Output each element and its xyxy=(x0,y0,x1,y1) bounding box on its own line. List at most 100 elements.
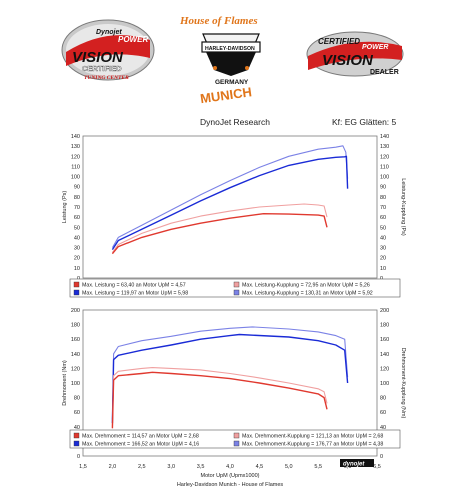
x-tick-label: 4,5 xyxy=(256,464,264,470)
power-y-tick-label-right: 130 xyxy=(380,144,389,150)
power-y-tick-label-right: 70 xyxy=(380,205,386,211)
torque-y-tick-label: 120 xyxy=(71,366,80,372)
power-y-tick-label-right: 40 xyxy=(380,235,386,241)
power-y-tick-label: 140 xyxy=(71,134,80,140)
power-legend-swatch xyxy=(73,281,80,288)
torque-legend-entry: Max. Drehmoment = 166,52 an Motor UpM = … xyxy=(82,442,199,448)
torque-y-tick-label: 40 xyxy=(74,425,80,431)
torque-y-tick-label-right: 180 xyxy=(380,323,389,329)
power-y-tick-label: 80 xyxy=(74,195,80,201)
torque-series-line-2 xyxy=(111,367,328,427)
torque-series-line-1 xyxy=(111,333,349,424)
torque-legend-swatch xyxy=(233,440,240,447)
power-y-tick-label: 110 xyxy=(71,164,80,170)
torque-y-tick-label: 100 xyxy=(71,381,80,387)
dyno-chart: 0 0 10 10 20 20 30 30 40 40 50 50 60 60 70 70 80 80 90 90 10… xyxy=(62,134,406,488)
power-panel: 0010102020303040405050606070708080909010… xyxy=(62,134,406,298)
torque-y-tick-label: 140 xyxy=(71,352,80,358)
torque-y-tick-label: 160 xyxy=(71,337,80,343)
x-tick-label: 3,5 xyxy=(197,464,205,470)
footer-caption: Harley-Davidson Munich - House of Flames xyxy=(177,482,284,488)
power-legend-box xyxy=(69,278,401,298)
torque-legend-entry: Max. Drehmoment-Kupplung = 121,13 an Mot… xyxy=(242,434,383,440)
torque-y-tick-label-right: 140 xyxy=(380,352,389,358)
torque-y-tick-label-right: 40 xyxy=(380,425,386,431)
power-legend: Max. Leistung = 63,40 an Motor UpM = 4,5… xyxy=(69,278,401,298)
power-y-tick-label-right: 60 xyxy=(380,215,386,221)
power-y-tick-label: 30 xyxy=(74,246,80,252)
power-y-tick-label-right: 80 xyxy=(380,195,386,201)
power-legend-entry: Max. Leistung-Kupplung = 72,95 an Motor … xyxy=(242,283,370,289)
logo-left-line1: Dynojet xyxy=(96,29,122,36)
logo-right-line4: DEALER xyxy=(370,69,399,76)
power-y-tick-label: 70 xyxy=(74,205,80,211)
torque-series-line-0 xyxy=(111,326,349,420)
x-axis-label: Motor UpM (Upmx1000) xyxy=(201,473,260,479)
logo-right-line1: CERTIFIED xyxy=(318,37,360,46)
power-y-tick-label-right: 100 xyxy=(380,175,389,181)
x-tick-label: 6,5 xyxy=(373,464,381,470)
torque-panel: 0020204040606080801001001201201401401601… xyxy=(62,308,406,460)
power-plot-frame xyxy=(82,135,378,279)
power-y-tick-label-right: 140 xyxy=(380,134,389,140)
power-series-line-0 xyxy=(111,145,349,248)
torque-y-tick-label-right: 0 xyxy=(380,454,383,460)
torque-y-tick-label: 200 xyxy=(71,308,80,314)
torque-ylabel-right: Drehmoment-Kupplung (Nm) xyxy=(400,348,406,419)
dyno-label: DynoJet Research xyxy=(200,117,270,127)
torque-y-tick-label: 60 xyxy=(74,410,80,416)
torque-y-tick-label: 0 xyxy=(77,454,80,460)
logo-left-line4: CERTIFIED xyxy=(82,64,122,73)
x-tick-label: 4,0 xyxy=(226,464,234,470)
torque-y-tick-label-right: 100 xyxy=(380,381,389,387)
power-legend-swatch xyxy=(233,281,240,288)
dynojet-stamp-icon: dynojet xyxy=(340,459,374,468)
power-series-line-2 xyxy=(111,203,328,253)
x-tick-label: 2,0 xyxy=(109,464,117,470)
power-legend-swatch xyxy=(233,289,240,296)
power-series-line-3 xyxy=(111,212,328,255)
power-legend-entry: Max. Leistung = 63,40 an Motor UpM = 4,5… xyxy=(82,283,186,289)
power-y-tick-label: 40 xyxy=(74,235,80,241)
stamp-text: dynojet xyxy=(343,462,365,468)
torque-y-tick-label-right: 80 xyxy=(380,396,386,402)
torque-legend-box xyxy=(69,429,401,449)
torque-y-tick-label: 80 xyxy=(74,396,80,402)
power-y-tick-label: 20 xyxy=(74,256,80,262)
x-tick-label: 1,5 xyxy=(79,464,87,470)
filter-label: Kf: EG Glätten: 5 xyxy=(332,117,397,127)
power-ylabel-right: Leistung-Kupplung (Ps) xyxy=(400,178,406,236)
power-y-tick-label-right: 110 xyxy=(380,164,389,170)
star-icon xyxy=(245,66,249,70)
torque-y-tick-label-right: 200 xyxy=(380,308,389,314)
power-y-tick-label: 60 xyxy=(74,215,80,221)
logo-right-line3: VISION xyxy=(322,52,374,69)
power-y-tick-label: 90 xyxy=(74,185,80,191)
power-y-tick-label: 100 xyxy=(71,175,80,181)
torque-legend-swatch xyxy=(73,432,80,439)
power-y-tick-label: 120 xyxy=(71,154,80,160)
torque-legend-entry: Max. Drehmoment = 114,57 an Motor UpM = … xyxy=(82,434,199,440)
logo-left-line5: TUNING CENTER xyxy=(84,75,129,81)
power-y-tick-label: 130 xyxy=(71,144,80,150)
torque-y-tick-label: 180 xyxy=(71,323,80,329)
x-tick-label: 3,0 xyxy=(167,464,175,470)
x-tick-label: 5,5 xyxy=(314,464,322,470)
power-series-line-1 xyxy=(111,155,349,250)
torque-legend: Max. Drehmoment = 114,57 an Motor UpM = … xyxy=(69,429,401,449)
power-ylabel-left: Leistung (Ps) xyxy=(62,191,68,224)
power-legend-entry: Max. Leistung-Kupplung = 130,31 an Motor… xyxy=(242,291,373,297)
torque-legend-swatch xyxy=(73,440,80,447)
logo-right-line2: POWER xyxy=(362,44,388,51)
star-icon xyxy=(213,66,217,70)
logo-left-line3: VISION xyxy=(72,49,124,66)
power-legend-entry: Max. Leistung = 119,97 an Motor UpM = 5,… xyxy=(82,291,188,297)
power-y-tick-label-right: 10 xyxy=(380,266,386,272)
power-vision-tuning-center-logo: Dynojet POWER VISION CERTIFIED TUNING CE… xyxy=(61,19,155,81)
torque-y-tick-label-right: 160 xyxy=(380,337,389,343)
x-tick-label: 5,0 xyxy=(285,464,293,470)
x-tick-label: 2,5 xyxy=(138,464,146,470)
power-y-tick-label: 10 xyxy=(74,266,80,272)
logo-center-line1: House of Flames xyxy=(179,15,258,27)
power-y-tick-label-right: 30 xyxy=(380,246,386,252)
